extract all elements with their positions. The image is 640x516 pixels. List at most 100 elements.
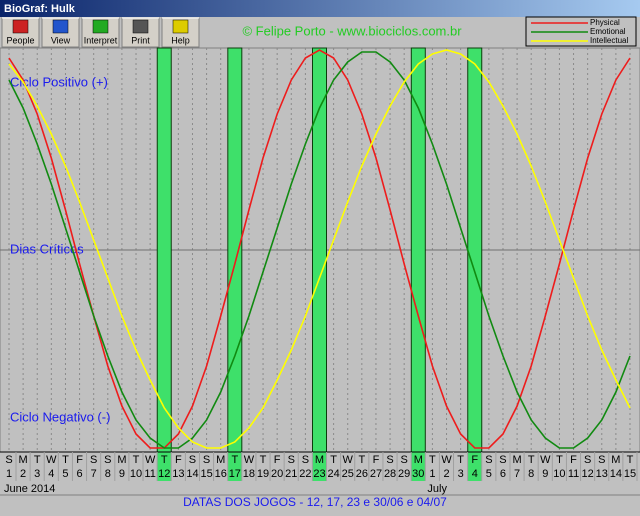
date-label: 6 [77, 468, 83, 480]
button-icon [172, 19, 189, 34]
weekday-label: T [231, 454, 238, 466]
critical-day-cell [157, 452, 172, 481]
date-label: 12 [158, 468, 170, 480]
weekday-label: W [46, 454, 57, 466]
annotation: Ciclo Positivo (+) [10, 74, 108, 89]
weekday-label: S [598, 454, 605, 466]
button-label[interactable]: Interpret [84, 35, 118, 45]
date-label: 8 [105, 468, 111, 480]
date-label: 5 [486, 468, 492, 480]
button-icon [132, 19, 149, 34]
series-line [8, 51, 631, 449]
date-label: 23 [313, 468, 325, 480]
month-label: July [427, 483, 447, 495]
weekday-label: T [627, 454, 634, 466]
date-label: 14 [610, 468, 622, 480]
weekday-label: S [104, 454, 111, 466]
weekday-label: S [485, 454, 492, 466]
weekday-label: W [343, 454, 354, 466]
date-label: 21 [285, 468, 297, 480]
series-line [8, 49, 631, 449]
weekday-label: M [216, 454, 225, 466]
date-label: 13 [172, 468, 184, 480]
date-label: 7 [91, 468, 97, 480]
date-label: 10 [130, 468, 142, 480]
date-label: 3 [34, 468, 40, 480]
weekday-label: M [513, 454, 522, 466]
weekday-label: W [244, 454, 255, 466]
button-label[interactable]: Print [131, 35, 150, 45]
weekday-label: T [556, 454, 563, 466]
date-label: 30 [412, 468, 424, 480]
date-label: 16 [215, 468, 227, 480]
weekday-label: T [161, 454, 168, 466]
critical-day [156, 47, 172, 453]
date-label: 8 [528, 468, 534, 480]
toolbar-button[interactable]: Interpret [81, 17, 120, 48]
legend-label: Emotional [590, 27, 626, 36]
weekday-label: S [584, 454, 591, 466]
weekday-label: T [528, 454, 535, 466]
weekday-label: M [315, 454, 324, 466]
legend-label: Physical [590, 18, 620, 27]
button-label[interactable]: Help [171, 35, 190, 45]
weekday-label: F [175, 454, 182, 466]
toolbar-button[interactable]: View [41, 17, 80, 48]
legend-label: Intellectual [590, 36, 628, 45]
date-label: 1 [6, 468, 12, 480]
date-label: 28 [384, 468, 396, 480]
toolbar-button[interactable]: People [1, 17, 40, 48]
button-icon [52, 19, 69, 34]
date-label: 7 [514, 468, 520, 480]
credit: © Felipe Porto - www.biociclos.com.br [242, 23, 462, 38]
footer: DATAS DOS JOGOS - 12, 17, 23 e 30/06 e 0… [183, 495, 447, 509]
date-label: 18 [243, 468, 255, 480]
date-label: 26 [356, 468, 368, 480]
date-label: 22 [299, 468, 311, 480]
weekday-label: M [611, 454, 620, 466]
date-label: 20 [271, 468, 283, 480]
weekday-label: F [76, 454, 83, 466]
date-label: 6 [500, 468, 506, 480]
date-label: 24 [327, 468, 339, 480]
date-label: 15 [624, 468, 636, 480]
weekday-label: T [429, 454, 436, 466]
date-label: 4 [48, 468, 54, 480]
weekday-label: T [34, 454, 41, 466]
weekday-label: S [499, 454, 506, 466]
button-label[interactable]: People [6, 35, 34, 45]
weekday-label: T [260, 454, 267, 466]
weekday-label: S [90, 454, 97, 466]
weekday-label: F [373, 454, 380, 466]
critical-day-cell [411, 452, 426, 481]
weekday-label: T [358, 454, 365, 466]
date-label: 11 [568, 468, 579, 480]
critical-day [467, 47, 483, 453]
weekday-label: S [5, 454, 12, 466]
critical-day-cell [312, 452, 327, 481]
date-label: 17 [229, 468, 241, 480]
weekday-label: S [386, 454, 393, 466]
toolbar-button[interactable]: Help [161, 17, 200, 48]
critical-day-cell [227, 452, 242, 481]
date-label: 12 [582, 468, 594, 480]
button-label[interactable]: View [51, 35, 71, 45]
weekday-label: T [330, 454, 337, 466]
weekday-label: T [457, 454, 464, 466]
weekday-label: W [441, 454, 452, 466]
weekday-label: S [203, 454, 210, 466]
weekday-label: M [117, 454, 126, 466]
critical-day [227, 47, 243, 453]
weekday-label: F [274, 454, 281, 466]
date-label: 9 [542, 468, 548, 480]
button-icon [12, 19, 29, 34]
toolbar-button[interactable]: Print [121, 17, 160, 48]
window-title: BioGraf: Hulk [4, 3, 76, 15]
weekday-label: S [302, 454, 309, 466]
plot: Ciclo Positivo (+) Dias Críticos Ciclo Neg… [0, 47, 640, 509]
weekday-label: S [288, 454, 295, 466]
date-label: 5 [62, 468, 68, 480]
weekday-label: F [471, 454, 478, 466]
